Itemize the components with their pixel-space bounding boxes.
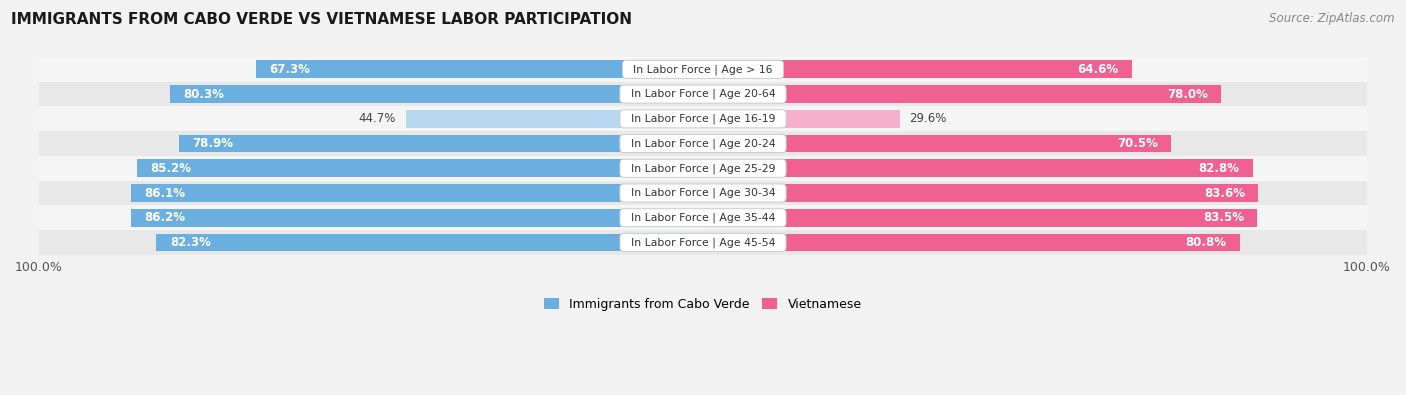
Text: 67.3%: 67.3% — [270, 63, 311, 76]
Text: In Labor Force | Age 35-44: In Labor Force | Age 35-44 — [624, 213, 782, 223]
Text: 83.5%: 83.5% — [1204, 211, 1244, 224]
Bar — [39, 230, 1367, 255]
Bar — [39, 131, 1367, 156]
Text: 86.2%: 86.2% — [143, 211, 184, 224]
Text: 82.3%: 82.3% — [170, 236, 211, 249]
Text: 82.8%: 82.8% — [1198, 162, 1240, 175]
Text: In Labor Force | Age > 16: In Labor Force | Age > 16 — [626, 64, 780, 75]
Bar — [703, 85, 1220, 103]
Text: In Labor Force | Age 20-64: In Labor Force | Age 20-64 — [624, 89, 782, 99]
Bar — [39, 106, 1367, 131]
Bar — [138, 159, 703, 177]
Text: Source: ZipAtlas.com: Source: ZipAtlas.com — [1270, 12, 1395, 25]
Text: 85.2%: 85.2% — [150, 162, 191, 175]
Text: 70.5%: 70.5% — [1116, 137, 1159, 150]
Bar — [703, 110, 900, 128]
Text: 78.9%: 78.9% — [193, 137, 233, 150]
Legend: Immigrants from Cabo Verde, Vietnamese: Immigrants from Cabo Verde, Vietnamese — [540, 293, 866, 316]
Bar — [256, 60, 703, 78]
Bar — [179, 135, 703, 152]
Bar — [703, 209, 1257, 227]
Bar — [39, 205, 1367, 230]
Bar — [703, 135, 1171, 152]
Bar — [703, 159, 1253, 177]
Bar — [39, 181, 1367, 205]
Text: In Labor Force | Age 25-29: In Labor Force | Age 25-29 — [624, 163, 782, 173]
Text: 80.3%: 80.3% — [183, 88, 224, 101]
Text: 83.6%: 83.6% — [1204, 186, 1244, 199]
Bar — [406, 110, 703, 128]
Bar — [703, 60, 1132, 78]
Text: In Labor Force | Age 16-19: In Labor Force | Age 16-19 — [624, 113, 782, 124]
Bar — [703, 184, 1258, 202]
Text: 80.8%: 80.8% — [1185, 236, 1226, 249]
Text: In Labor Force | Age 45-54: In Labor Force | Age 45-54 — [624, 237, 782, 248]
Text: 78.0%: 78.0% — [1167, 88, 1208, 101]
Text: 86.1%: 86.1% — [145, 186, 186, 199]
Bar — [156, 233, 703, 251]
Bar — [170, 85, 703, 103]
Bar — [39, 57, 1367, 82]
Text: IMMIGRANTS FROM CABO VERDE VS VIETNAMESE LABOR PARTICIPATION: IMMIGRANTS FROM CABO VERDE VS VIETNAMESE… — [11, 12, 633, 27]
Bar — [703, 233, 1240, 251]
Bar — [131, 209, 703, 227]
Text: In Labor Force | Age 20-24: In Labor Force | Age 20-24 — [624, 138, 782, 149]
Bar — [131, 184, 703, 202]
Text: 64.6%: 64.6% — [1077, 63, 1119, 76]
Bar — [39, 156, 1367, 181]
Text: 29.6%: 29.6% — [910, 112, 946, 125]
Bar — [39, 82, 1367, 106]
Text: In Labor Force | Age 30-34: In Labor Force | Age 30-34 — [624, 188, 782, 198]
Text: 44.7%: 44.7% — [359, 112, 396, 125]
